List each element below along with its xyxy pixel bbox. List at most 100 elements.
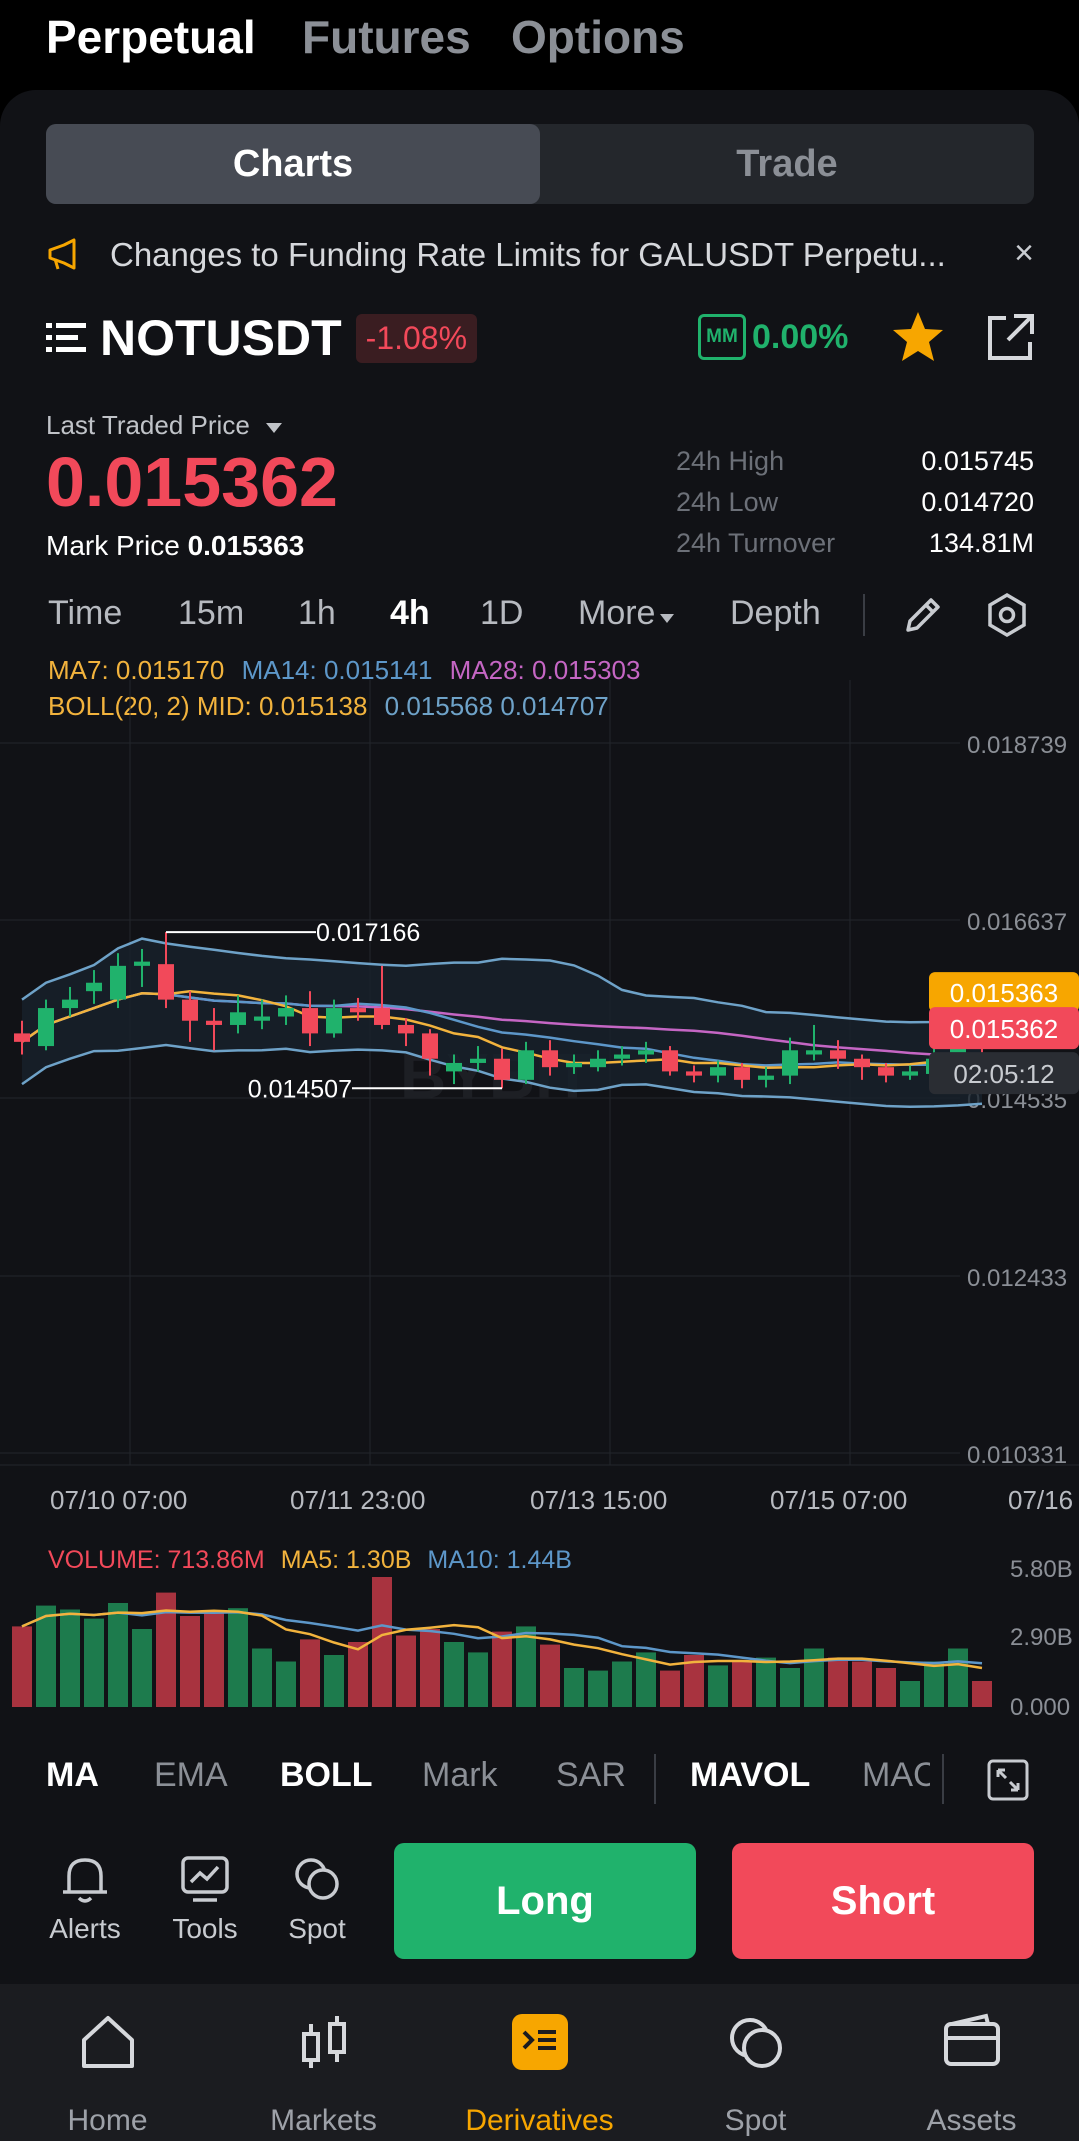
candlestick-chart[interactable]: 0.0187390.0166370.0145350.0124330.010331… (0, 680, 1079, 1720)
pencil-icon[interactable] (902, 594, 944, 636)
candle-body (710, 1067, 726, 1076)
spot-button[interactable]: Spot (272, 1852, 362, 1945)
menu-list-icon[interactable] (46, 320, 86, 356)
candle-body (902, 1071, 918, 1076)
volume-bar (804, 1648, 824, 1707)
boll-upper-line (21, 937, 983, 1024)
mm-value: 0.00% (752, 317, 849, 356)
volume-legend: VOLUME: 713.86M MA5: 1.30B MA10: 1.44B (48, 1546, 572, 1574)
x-tick-label: 07/10 07:00 (50, 1485, 187, 1515)
coins-icon (295, 1858, 339, 1900)
tab-options[interactable]: Options (511, 11, 685, 63)
last-price: 0.015362 (46, 443, 338, 521)
main-panel (0, 90, 1079, 2141)
volume-bar (300, 1639, 320, 1707)
volume-bar (708, 1665, 728, 1707)
volume-bar (468, 1652, 488, 1707)
ind-boll[interactable]: BOLL (280, 1756, 373, 1794)
ma14-line (21, 992, 983, 1067)
min-price-label: 0.014507 (248, 1075, 352, 1103)
star-icon[interactable] (890, 310, 946, 364)
tf-4h[interactable]: 4h (390, 594, 430, 632)
candle-body (62, 999, 78, 1009)
ma7-line (21, 989, 983, 1070)
x-tick-label: 07/13 15:00 (530, 1485, 667, 1515)
countdown-text: 02:05:12 (953, 1059, 1054, 1089)
ind-ma[interactable]: MA (46, 1756, 99, 1794)
mm-rate[interactable]: MM 0.00% (698, 314, 848, 360)
ind-mavol[interactable]: MAVOL (690, 1756, 811, 1794)
bell-icon (63, 1858, 107, 1903)
tab-derivatives[interactable]: Derivatives (432, 1984, 647, 2141)
candle-body (662, 1050, 678, 1072)
last-price-tag-text: 0.015362 (950, 1014, 1058, 1044)
ind-ema[interactable]: EMA (154, 1756, 228, 1794)
settings-icon[interactable] (984, 592, 1030, 638)
volume-bar (564, 1668, 584, 1707)
chart-tools-icon (181, 1856, 229, 1902)
ind-mark[interactable]: Mark (422, 1756, 498, 1794)
short-button[interactable]: Short (732, 1843, 1034, 1959)
stat-high: 24h High 0.015745 (676, 446, 1034, 476)
volume-bar (636, 1652, 656, 1707)
ind-mac[interactable]: MAC (862, 1756, 930, 1794)
last-price-label[interactable]: Last Traded Price (46, 410, 283, 441)
candle-body (278, 1008, 294, 1017)
coins-icon (729, 2018, 782, 2068)
tf-15m[interactable]: 15m (178, 594, 245, 632)
share-icon[interactable] (984, 312, 1036, 364)
close-icon[interactable]: × (1014, 234, 1034, 272)
volume-bar (84, 1618, 104, 1707)
candle-body (374, 1008, 390, 1025)
symbol-header[interactable]: NOTUSDT -1.08% (46, 308, 478, 368)
candle-body (494, 1058, 510, 1080)
candle-body (206, 1020, 222, 1025)
announcement-text: Changes to Funding Rate Limits for GALUS… (110, 236, 946, 273)
product-tabs: Perpetual Futures Options (0, 0, 1079, 90)
mark-price: Mark Price 0.015363 (46, 530, 305, 561)
volume-bar (612, 1661, 632, 1707)
tab-markets[interactable]: Markets (216, 1984, 431, 2141)
volume-bar (732, 1661, 752, 1707)
mm-badge: MM (698, 314, 746, 360)
tools-button[interactable]: Tools (160, 1852, 250, 1945)
volume-bar (852, 1661, 872, 1707)
home-icon (81, 2016, 134, 2068)
candle-body (158, 964, 174, 1000)
expand-icon[interactable] (986, 1758, 1030, 1802)
tf-1d[interactable]: 1D (480, 594, 524, 632)
volume-bar (948, 1648, 968, 1707)
candle-body (566, 1062, 582, 1068)
tab-futures[interactable]: Futures (302, 11, 471, 63)
divider (863, 594, 865, 636)
volume-bar (204, 1613, 224, 1707)
timeframe-bar: Time 15m 1h 4h 1D More Depth (0, 588, 1079, 644)
trade-tab[interactable]: Trade (736, 142, 838, 185)
candle-body (782, 1050, 798, 1076)
tf-1h[interactable]: 1h (298, 594, 336, 632)
action-bar: Alerts Tools Spot Long Short (0, 1822, 1079, 1980)
ind-sar[interactable]: SAR (556, 1756, 626, 1794)
volume-bar (660, 1670, 680, 1707)
divider (942, 1754, 944, 1804)
long-button[interactable]: Long (394, 1843, 696, 1959)
x-tick-label: 07/11 23:00 (290, 1485, 425, 1515)
tab-perpetual[interactable]: Perpetual (46, 11, 256, 63)
announcement-banner[interactable]: Changes to Funding Rate Limits for GALUS… (46, 230, 1034, 280)
symbol-name: NOTUSDT (100, 310, 342, 366)
alerts-button[interactable]: Alerts (40, 1852, 130, 1945)
volume-bar (924, 1661, 944, 1707)
tf-time[interactable]: Time (48, 594, 123, 632)
candle-body (230, 1012, 246, 1025)
tab-assets[interactable]: Assets (864, 1984, 1079, 2141)
tf-depth[interactable]: Depth (730, 594, 821, 632)
tab-spot[interactable]: Spot (648, 1984, 863, 2141)
tab-home[interactable]: Home (0, 1984, 215, 2141)
tf-more[interactable]: More (578, 594, 675, 633)
candle-body (86, 982, 102, 992)
volume-bar (372, 1577, 392, 1707)
volume-bar (516, 1626, 536, 1707)
candle-body (422, 1033, 438, 1059)
volume-tick-label: 2.90B (1010, 1624, 1073, 1651)
charts-tab[interactable]: Charts (46, 124, 540, 204)
